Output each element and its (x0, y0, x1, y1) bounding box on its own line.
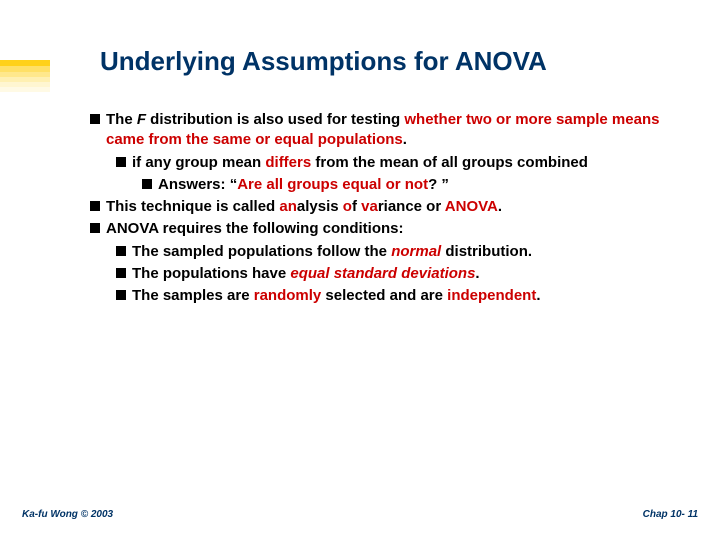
text-accent-italic: normal (391, 243, 441, 260)
bullet-icon (142, 179, 152, 189)
bullet-icon (90, 223, 100, 233)
text: alysis (297, 198, 343, 215)
text: from the mean of all groups combined (311, 154, 588, 171)
text: . (403, 131, 407, 148)
text-accent: independent (447, 287, 536, 304)
text: The (106, 111, 137, 128)
text-accent: va (361, 198, 378, 215)
text-accent: an (279, 198, 297, 215)
bullet-3b: The populations have equal standard devi… (116, 264, 678, 284)
text: . (498, 198, 502, 215)
text-accent: randomly (254, 287, 322, 304)
bullet-icon (90, 201, 100, 211)
text: This technique is called (106, 198, 279, 215)
bullet-1a: if any group mean differs from the mean … (116, 153, 678, 173)
footer-author: Ka-fu Wong © 2003 (22, 509, 113, 520)
text: riance or (378, 198, 445, 215)
bullet-3: ANOVA requires the following conditions: (90, 219, 678, 239)
bullet-icon (116, 157, 126, 167)
text-italic: F (137, 111, 146, 128)
text: distribution is also used for testing (146, 111, 404, 128)
bullet-1: The F distribution is also used for test… (90, 110, 678, 151)
bullet-2: This technique is called analysis of var… (90, 197, 678, 217)
text: f (352, 198, 361, 215)
text-accent: Are all groups equal or not (237, 176, 428, 193)
bullet-3a: The sampled populations follow the norma… (116, 242, 678, 262)
bullet-icon (116, 290, 126, 300)
text: The samples are (132, 287, 254, 304)
text: The sampled populations follow the (132, 243, 391, 260)
text-accent: ANOVA (445, 198, 498, 215)
text-accent-italic: equal standard deviations (290, 265, 475, 282)
bullet-icon (116, 268, 126, 278)
bullet-1a1: Answers: “Are all groups equal or not? ” (142, 175, 678, 195)
slide-title: Underlying Assumptions for ANOVA (100, 46, 547, 77)
text: Answers: “ (158, 176, 237, 193)
text-accent: differs (265, 154, 311, 171)
text: The populations have (132, 265, 290, 282)
text: distribution. (441, 243, 532, 260)
decorative-stripes (0, 60, 50, 92)
text: ? ” (428, 176, 449, 193)
text: . (536, 287, 540, 304)
bullet-icon (90, 114, 100, 124)
text: ANOVA requires the following conditions: (106, 220, 404, 237)
footer-chapter: Chap 10- 11 (643, 509, 698, 520)
text: selected and are (321, 287, 447, 304)
text: if any group mean (132, 154, 265, 171)
text: . (475, 265, 479, 282)
bullet-icon (116, 246, 126, 256)
text-accent: o (343, 198, 352, 215)
bullet-3c: The samples are randomly selected and ar… (116, 286, 678, 306)
slide-body: The F distribution is also used for test… (90, 110, 678, 308)
